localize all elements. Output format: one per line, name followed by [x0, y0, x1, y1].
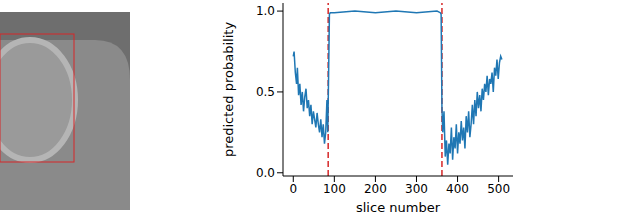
svg-text:0: 0 — [289, 182, 297, 196]
svg-text:200: 200 — [364, 182, 387, 196]
svg-text:100: 100 — [323, 182, 346, 196]
svg-text:predicted probability: predicted probability — [221, 22, 236, 157]
svg-text:slice number: slice number — [356, 200, 441, 212]
svg-text:0.5: 0.5 — [256, 85, 275, 99]
svg-text:500: 500 — [487, 182, 510, 196]
svg-text:0.0: 0.0 — [256, 166, 275, 180]
svg-text:400: 400 — [446, 182, 469, 196]
svg-text:1.0: 1.0 — [256, 4, 275, 18]
svg-text:300: 300 — [405, 182, 428, 196]
